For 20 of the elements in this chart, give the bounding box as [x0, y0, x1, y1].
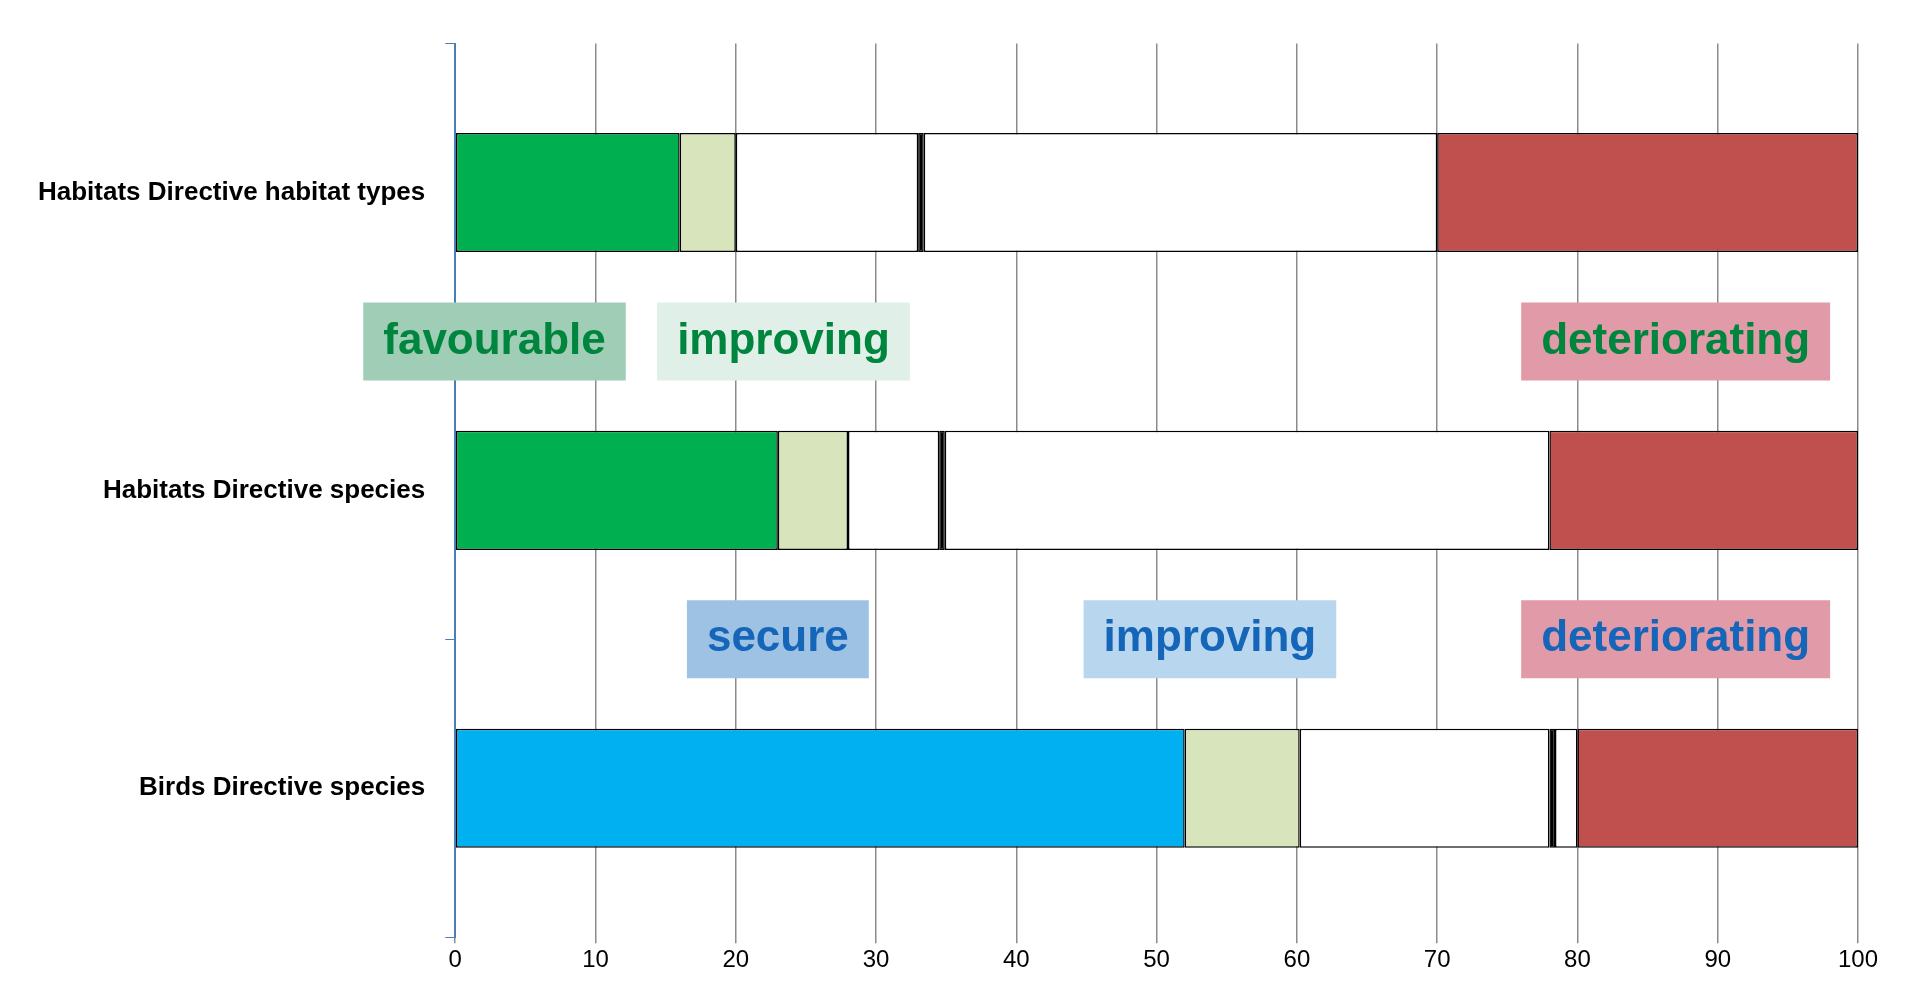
- annotation: deteriorating: [1541, 611, 1811, 661]
- x-tick-label: 60: [1283, 945, 1311, 973]
- annotation: secure: [706, 611, 849, 661]
- annotation: improving: [1103, 611, 1317, 661]
- x-tick-label: 0: [448, 945, 462, 973]
- x-tick-label: 50: [1143, 945, 1170, 973]
- x-tick-label: 30: [862, 945, 890, 973]
- x-tick-label: 40: [1002, 945, 1030, 973]
- x-tick-label: 20: [722, 945, 750, 973]
- y-tick-label: Birds Directive species: [139, 771, 426, 802]
- x-tick-label: 100: [1837, 945, 1879, 973]
- y-tick-label: Habitats Directive species: [102, 473, 426, 504]
- x-tick-label: 10: [582, 945, 609, 973]
- annotation: favourable: [383, 313, 606, 363]
- annotation: improving: [677, 313, 890, 363]
- y-tick-label: Habitats Directive habitat types: [38, 175, 426, 206]
- x-tick-label: 90: [1704, 945, 1732, 973]
- x-tick-label: 80: [1564, 945, 1591, 973]
- x-tick-label: 70: [1423, 945, 1451, 973]
- annotation: deteriorating: [1541, 313, 1811, 363]
